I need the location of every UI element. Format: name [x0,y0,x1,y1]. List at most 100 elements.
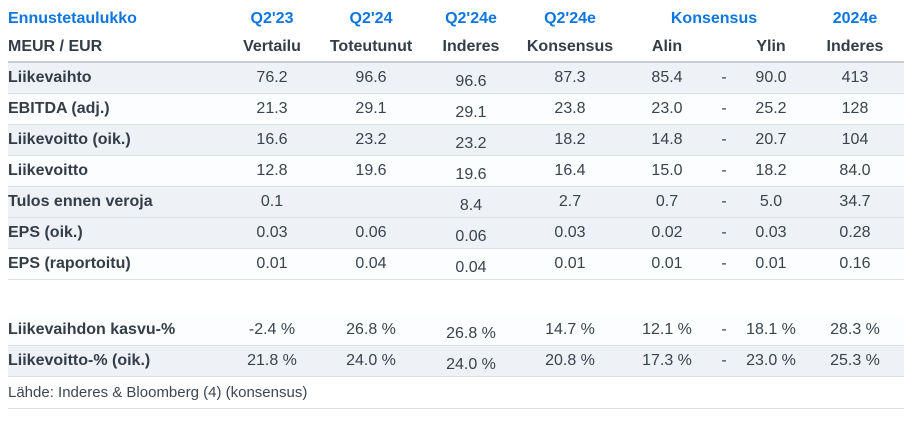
cell-konsensus-alin: 12.1 % [642,321,692,338]
row-label: Tulos ennen veroja [8,193,153,210]
source-footnote: Lähde: Inderes & Bloomberg (4) (konsensu… [8,377,904,409]
cell-konsensus-alin: 15.0 [651,162,683,179]
cell-2024e: 413 [841,69,869,86]
table-row: Liikevoitto-% (oik.) 21.8 % 24.0 % 24.0 % 20… [8,346,904,377]
cell-inderes-q224e: 23.2 [455,135,487,152]
cell-konsensus-q224e: 0.03 [554,224,586,241]
unit-label: MEUR / EUR [8,38,103,55]
cell-toteutunut: 23.2 [355,131,387,148]
cell-toteutunut: 19.6 [355,162,387,179]
cell-konsensus-ylin: 18.2 [755,162,787,179]
cell-konsensus-ylin: 0.01 [755,255,787,272]
cell-2024e: 28.3 % [830,321,880,338]
cell-2024e: 25.3 % [830,352,880,369]
cell-vertailu: 21.3 [256,100,288,117]
cell-vertailu: 0.01 [256,255,288,272]
section-spacer [8,280,904,315]
table-title: Ennustetaulukko [8,9,137,27]
percentage-rows-section: Liikevaihdon kasvu-% -2.4 % 26.8 % 26.8 % 14… [8,315,904,377]
subheader-inderes: Inderes [442,38,500,55]
header-q2-24e-konsensus: Q2'24e [544,9,596,27]
subheader-ylin: Ylin [756,38,786,55]
subheader-toteutunut: Toteutunut [329,38,413,55]
cell-konsensus-q224e: 87.3 [554,69,586,86]
cell-toteutunut: 26.8 % [346,321,396,338]
cell-2024e: 0.16 [839,255,871,272]
range-dash: - [721,100,727,117]
range-dash: - [721,131,727,148]
cell-konsensus-q224e: 0.01 [554,255,586,272]
cell-konsensus-alin: 17.3 % [642,352,692,369]
cell-konsensus-ylin: 5.0 [759,193,783,210]
table-row: Liikevoitto (oik.) 16.6 23.2 23.2 18.2 14.8 - 2… [8,125,904,156]
cell-vertailu: -2.4 % [248,321,296,338]
table-row: EPS (oik.) 0.03 0.06 0.06 0.03 0.02 - 0.03 0.28 [8,218,904,249]
cell-konsensus-ylin: 0.03 [755,224,787,241]
table-row: Liikevaihto 76.2 96.6 96.6 87.3 85.4 - 90.0 413 [8,63,904,94]
table-row: Tulos ennen veroja 0.1 8.4 2.7 0.7 - 5.0 34.7 [8,187,904,218]
header-konsensus-group: Konsensus [670,9,758,27]
table-row: EBITDA (adj.) 21.3 29.1 29.1 23.8 23.0 - 25.2 12… [8,94,904,125]
cell-inderes-q224e: 26.8 % [446,325,496,342]
header-q2-24: Q2'24 [349,9,393,27]
header-q2-23: Q2'23 [250,9,294,27]
header-row-periods: Ennustetaulukko Q2'23 Q2'24 Q2'24e Q2'24… [8,4,904,33]
cell-inderes-q224e: 8.4 [459,197,483,214]
cell-konsensus-q224e: 14.7 % [545,321,595,338]
range-dash: - [721,162,727,179]
cell-konsensus-q224e: 18.2 [554,131,586,148]
cell-vertailu: 76.2 [256,69,288,86]
table-row: EPS (raportoitu) 0.01 0.04 0.04 0.01 0.01 - 0.0… [8,249,904,280]
cell-vertailu: 16.6 [256,131,288,148]
header-q2-24e-inderes: Q2'24e [445,9,497,27]
main-rows-section: Liikevaihto 76.2 96.6 96.6 87.3 85.4 - 90.0 413 E… [8,63,904,280]
header-row-sublabels: MEUR / EUR Vertailu Toteutunut Inderes K… [8,33,904,63]
cell-inderes-q224e: 0.06 [455,228,487,245]
header-2024e: 2024e [832,9,878,27]
range-dash: - [721,321,727,338]
cell-konsensus-alin: 0.02 [651,224,683,241]
cell-2024e: 104 [841,131,869,148]
cell-inderes-q224e: 24.0 % [446,356,496,373]
cell-2024e: 0.28 [839,224,871,241]
cell-toteutunut: 24.0 % [346,352,396,369]
row-label: Liikevoitto-% (oik.) [8,352,151,369]
row-label: Liikevaihdon kasvu-% [8,321,176,338]
range-dash: - [721,69,727,86]
row-label: EPS (raportoitu) [8,255,131,272]
cell-vertailu: 12.8 [256,162,288,179]
cell-konsensus-ylin: 90.0 [755,69,787,86]
cell-konsensus-alin: 0.01 [651,255,683,272]
cell-2024e: 128 [841,100,869,117]
cell-vertailu: 21.8 % [247,352,297,369]
table-row: Liikevaihdon kasvu-% -2.4 % 26.8 % 26.8 % 14… [8,315,904,346]
range-dash: - [721,224,727,241]
cell-konsensus-q224e: 16.4 [554,162,586,179]
cell-inderes-q224e: 29.1 [455,104,487,121]
cell-konsensus-ylin: 25.2 [755,100,787,117]
cell-toteutunut: 0.04 [355,255,387,272]
cell-inderes-q224e: 19.6 [455,166,487,183]
row-label: Liikevoitto [8,162,89,179]
row-label: Liikevoitto (oik.) [8,131,131,148]
cell-vertailu: 0.1 [260,193,284,210]
table-row: Liikevoitto 12.8 19.6 19.6 16.4 15.0 - 18.2 84.0 [8,156,904,187]
row-label: Liikevaihto [8,69,92,86]
cell-konsensus-q224e: 23.8 [554,100,586,117]
cell-konsensus-alin: 23.0 [651,100,683,117]
cell-konsensus-ylin: 23.0 % [746,352,796,369]
cell-konsensus-alin: 0.7 [655,193,679,210]
cell-inderes-q224e: 0.04 [455,259,487,276]
forecast-table: Ennustetaulukko Q2'23 Q2'24 Q2'24e Q2'24… [8,4,904,409]
cell-2024e: 34.7 [839,193,871,210]
cell-toteutunut: 0.06 [355,224,387,241]
subheader-alin: Alin [651,38,683,55]
subheader-konsensus: Konsensus [526,38,614,55]
range-dash: - [721,193,727,210]
subheader-vertailu: Vertailu [243,38,301,55]
cell-konsensus-q224e: 2.7 [558,193,582,210]
cell-inderes-q224e: 96.6 [455,73,487,90]
cell-konsensus-alin: 85.4 [651,69,683,86]
row-label: EPS (oik.) [8,224,83,241]
row-label: EBITDA (adj.) [8,100,110,117]
